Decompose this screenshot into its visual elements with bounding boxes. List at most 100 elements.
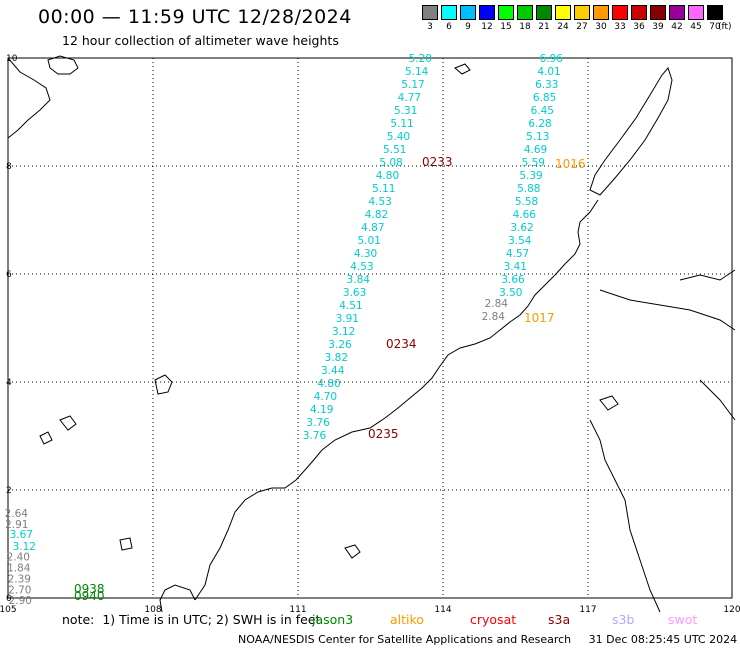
colorbar-label-39: 39: [652, 22, 664, 32]
swh-value: 3.63: [343, 287, 366, 299]
colorbar-swatch-12: [479, 5, 495, 20]
colorbar-swatch-6: [441, 5, 457, 20]
swh-value: 4.01: [537, 66, 560, 78]
swh-value: 6.85: [533, 92, 556, 104]
pass-time-label: 0235: [368, 427, 399, 441]
swh-value: 4.77: [398, 92, 421, 104]
lat-tick-label: 10: [6, 54, 18, 64]
swh-value: 4.80: [317, 378, 340, 390]
swh-value: 5.13: [526, 131, 549, 143]
coastline-east: [699, 379, 736, 421]
lat-tick-label: 0: [6, 594, 12, 604]
map-subtitle: 12 hour collection of altimeter wave hei…: [62, 33, 339, 48]
swh-value: 4.87: [361, 222, 384, 234]
swh-value: 5.11: [390, 118, 413, 130]
colorbar-label-33: 33: [614, 22, 626, 32]
credit-line: NOAA/NESDIS Center for Satellite Applica…: [238, 633, 738, 646]
swh-value: 2.70: [8, 584, 31, 596]
swh-value: 5.58: [515, 196, 538, 208]
swh-value: 2.90: [9, 595, 32, 607]
swh-value: 4.82: [365, 209, 388, 221]
satellite-jason3: jason3: [312, 612, 354, 627]
colorbar-swatch-39: [650, 5, 666, 20]
swh-value: 5.59: [522, 157, 545, 169]
pass-time-label: 0233: [422, 155, 453, 169]
satellite-altiko: altiko: [390, 612, 424, 627]
swh-value: 5.20: [409, 53, 432, 65]
colorbar-label-42: 42: [671, 22, 683, 32]
swh-value: 4.80: [376, 170, 399, 182]
colorbar-label-6: 6: [446, 22, 452, 32]
satellite-cryosat: cryosat: [470, 612, 517, 627]
lat-tick-label: 4: [6, 378, 12, 388]
coastline-borneo: [194, 199, 599, 601]
lon-tick-label: 108: [144, 605, 161, 615]
colorbar-label-70: 70: [709, 22, 721, 32]
coastline-islet-d: [344, 544, 361, 559]
swh-value: 2.84: [485, 298, 509, 310]
swh-value: 5.01: [358, 235, 381, 247]
coastline-islet-e: [119, 537, 133, 551]
swh-value: 4.19: [310, 404, 333, 416]
swh-value: 3.84: [347, 274, 371, 286]
colorbar-label-27: 27: [576, 22, 588, 32]
pass-time-label: 0940: [74, 589, 105, 603]
colorbar-swatch-18: [517, 5, 533, 20]
swh-value: 3.76: [303, 430, 327, 442]
swh-value: 4.66: [513, 209, 537, 221]
coastline-natuna: [154, 374, 173, 395]
coastline-islet-f: [599, 395, 619, 411]
swh-value: 5.11: [372, 183, 395, 195]
swh-value: 4.51: [339, 300, 362, 312]
swh-value: 3.50: [499, 287, 522, 299]
colorbar-label-36: 36: [633, 22, 645, 32]
colorbar-swatch-3: [422, 5, 438, 20]
coastline-borneo-south: [159, 584, 196, 613]
swh-value: 3.66: [501, 274, 525, 286]
colorbar-label-45: 45: [690, 22, 702, 32]
swh-value: 2.91: [5, 519, 28, 531]
colorbar-label-21: 21: [538, 22, 550, 32]
coastline-sulu: [599, 289, 736, 331]
swh-value: 6.45: [531, 105, 554, 117]
colorbar-swatch-15: [498, 5, 514, 20]
swh-value: 4.53: [368, 196, 391, 208]
colorbar-label-15: 15: [500, 22, 512, 32]
swh-value: 4.53: [350, 261, 373, 273]
colorbar-swatch-24: [555, 5, 571, 20]
lat-tick-label: 6: [6, 270, 12, 280]
swh-value: 3.76: [306, 417, 330, 429]
lat-tick-label: 2: [6, 486, 12, 496]
swh-value: 4.30: [354, 248, 377, 260]
swh-value: 5.51: [383, 144, 406, 156]
colorbar-swatch-36: [631, 5, 647, 20]
coastline-islet-b: [59, 415, 77, 431]
coastline: [7, 55, 736, 613]
swh-value: 2.40: [7, 552, 30, 564]
pass-time-label: 1016: [555, 157, 586, 171]
swh-value: 3.12: [13, 541, 36, 553]
swh-value: 3.62: [510, 222, 533, 234]
swh-value: 3.82: [325, 352, 348, 364]
swh-value: 4.57: [506, 248, 529, 260]
swh-value: 5.08: [379, 157, 402, 169]
swh-value: 6.96: [540, 53, 564, 65]
swh-value: 2.39: [8, 573, 31, 585]
swh-value: 5.17: [401, 79, 424, 91]
coastline-mindanao: [679, 269, 736, 281]
colorbar-label-18: 18: [519, 22, 531, 32]
swh-value: 2.84: [482, 311, 506, 323]
colorbar-swatch-21: [536, 5, 552, 20]
coastline-malay: [7, 57, 51, 139]
pass-time-label: 0234: [386, 337, 417, 351]
swh-value: 1.84: [7, 563, 31, 575]
swh-value: 3.12: [332, 326, 355, 338]
swh-value: 3.44: [321, 365, 345, 377]
colorbar-swatch-30: [593, 5, 609, 20]
swh-value: 6.33: [535, 79, 558, 91]
swh-value: 5.40: [387, 131, 410, 143]
colorbar-swatch-27: [574, 5, 590, 20]
swh-value: 5.14: [405, 66, 429, 78]
satellite-swot: swot: [668, 612, 698, 627]
